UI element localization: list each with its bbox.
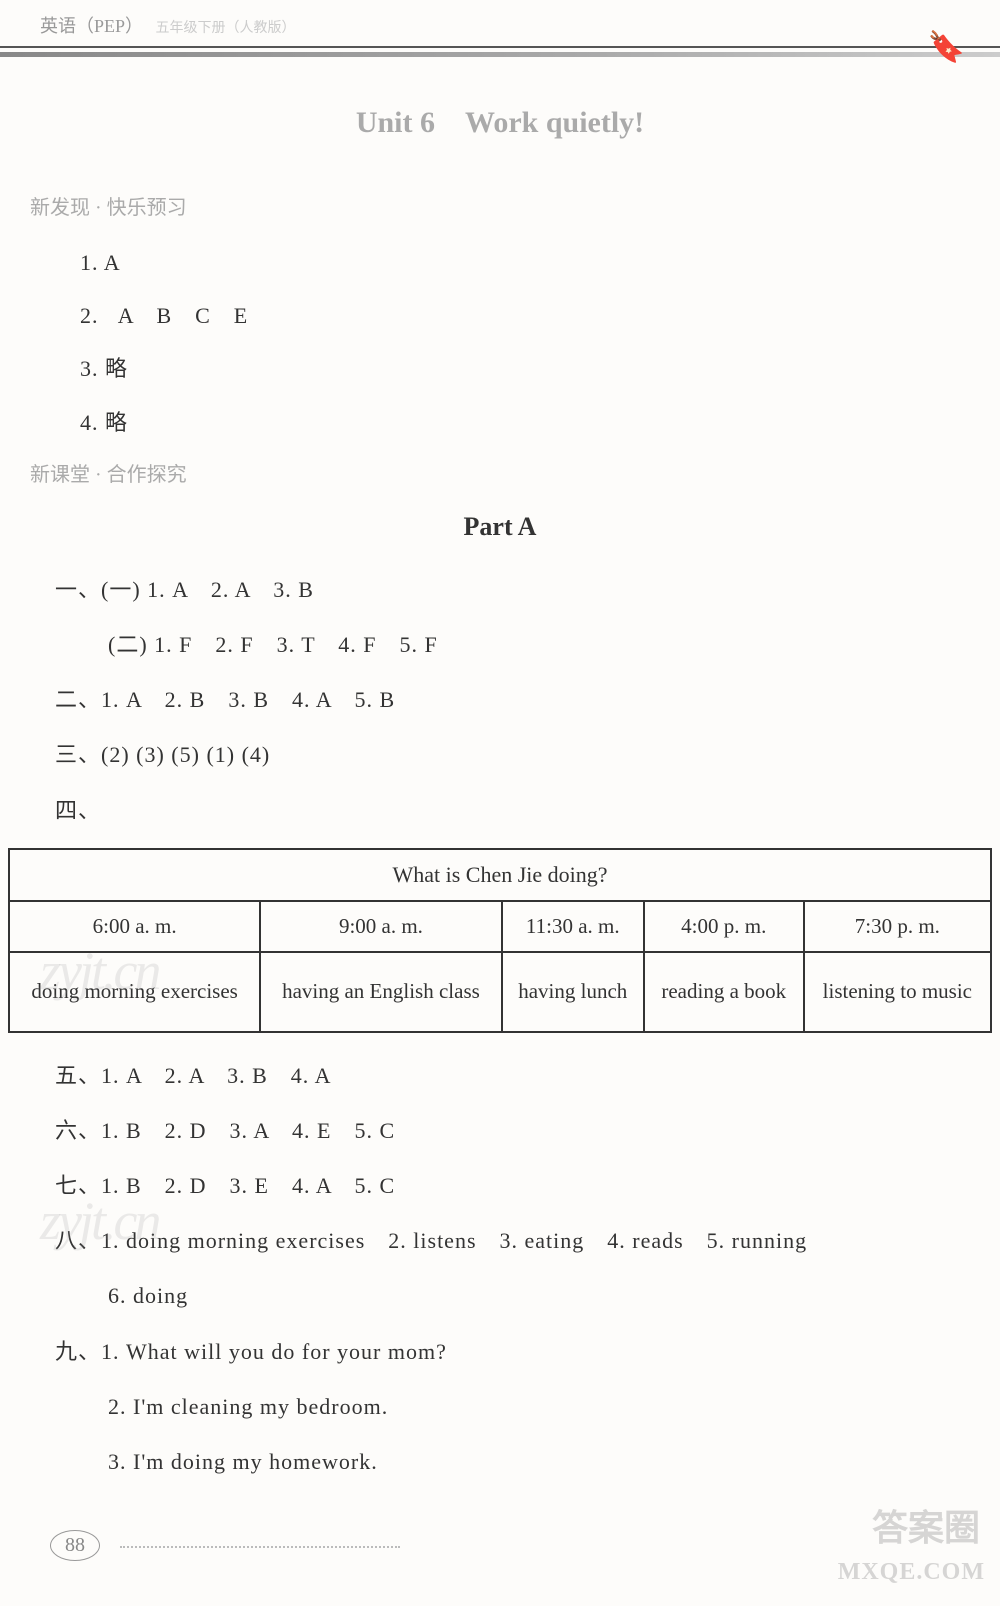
page-number-value: 88 — [50, 1530, 100, 1561]
table-time-3: 4:00 p. m. — [644, 901, 804, 952]
preview-q1: 1. A — [0, 245, 1000, 280]
answer-nine-2: 2. I'm cleaning my bedroom. — [0, 1389, 1000, 1424]
preview-q2: 2. A B C E — [0, 298, 1000, 333]
answer-one-b: (二) 1. F 2. F 3. T 4. F 5. F — [0, 627, 1000, 662]
table-row: doing morning exercises having an Englis… — [9, 952, 991, 1032]
table-title: What is Chen Jie doing? — [9, 849, 991, 901]
part-a-title: Part A — [0, 512, 1000, 542]
section-label-preview: 新发现 · 快乐预习 — [0, 191, 1000, 220]
preview-q3: 3. 略 — [0, 351, 1000, 386]
section-label-classroom: 新课堂 · 合作探究 — [0, 458, 1000, 487]
table-time-4: 7:30 p. m. — [804, 901, 991, 952]
bookmark-icon: 🔖 — [928, 30, 965, 65]
watermark-brand: 答案圈 — [872, 1499, 980, 1551]
table-act-2: having lunch — [502, 952, 644, 1032]
answer-nine-3: 3. I'm doing my homework. — [0, 1444, 1000, 1479]
answer-six: 六、1. B 2. D 3. A 4. E 5. C — [0, 1113, 1000, 1148]
answer-one-a: 一、(一) 1. A 2. A 3. B — [0, 572, 1000, 607]
table-time-2: 11:30 a. m. — [502, 901, 644, 952]
table-act-3: reading a book — [644, 952, 804, 1032]
table-row: 6:00 a. m. 9:00 a. m. 11:30 a. m. 4:00 p… — [9, 901, 991, 952]
unit-title: Unit 6 Work quietly! — [0, 97, 1000, 141]
schedule-table: What is Chen Jie doing? 6:00 a. m. 9:00 … — [8, 848, 992, 1033]
table-time-0: 6:00 a. m. — [9, 901, 260, 952]
header-divider — [0, 52, 1000, 57]
header-subject: 英语（PEP） — [40, 16, 143, 36]
header-subtitle: 五年级下册（人教版） — [156, 21, 296, 36]
answer-nine-1: 九、1. What will you do for your mom? — [0, 1334, 1000, 1369]
table-act-0: doing morning exercises — [9, 952, 260, 1032]
preview-q4: 4. 略 — [0, 405, 1000, 440]
answer-eight-a: 八、1. doing morning exercises 2. listens … — [0, 1223, 1000, 1258]
answer-three: 三、(2) (3) (5) (1) (4) — [0, 737, 1000, 772]
dotted-divider — [120, 1546, 400, 1548]
answer-seven: 七、1. B 2. D 3. E 4. A 5. C — [0, 1168, 1000, 1203]
answer-two: 二、1. A 2. B 3. B 4. A 5. B — [0, 682, 1000, 717]
table-time-1: 9:00 a. m. — [260, 901, 501, 952]
table-act-4: listening to music — [804, 952, 991, 1032]
answer-four-label: 四、 — [0, 793, 1000, 828]
answer-five: 五、1. A 2. A 3. B 4. A — [0, 1058, 1000, 1093]
answer-eight-b: 6. doing — [0, 1278, 1000, 1313]
page-number: 88 — [50, 1530, 100, 1561]
watermark-url: MXQE.COM — [838, 1559, 985, 1586]
table-act-1: having an English class — [260, 952, 501, 1032]
